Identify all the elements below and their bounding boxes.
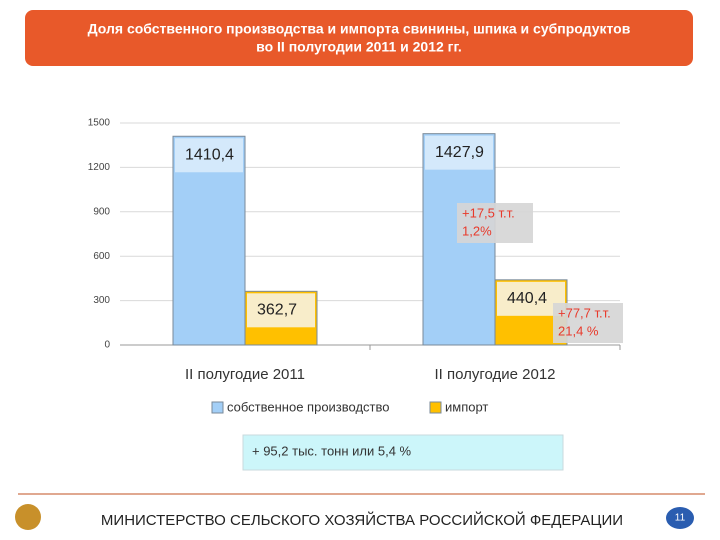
value-label: 440,4 bbox=[507, 290, 547, 307]
title: Доля собственного производства и импорта… bbox=[88, 21, 631, 37]
annotation: +17,5 т.т. bbox=[462, 205, 515, 220]
value-label-box bbox=[175, 138, 243, 173]
annotation: 21,4 % bbox=[558, 323, 599, 338]
annotation-box bbox=[553, 303, 623, 343]
value-label-box bbox=[247, 293, 315, 328]
y-tick-label: 1200 bbox=[88, 162, 111, 173]
value-label: 362,7 bbox=[257, 302, 297, 319]
chart: 0 300 600 900 1200 1500 II полугодие 2011 1410,… bbox=[88, 118, 623, 414]
value-label: 1427,9 bbox=[435, 144, 484, 161]
page-number: 11 bbox=[675, 513, 686, 524]
summary: + 95,2 тыс. тонн или 5,4 % bbox=[252, 443, 412, 458]
x-tick-label: II полугодие 2012 bbox=[434, 366, 555, 383]
annotation: +77,7 т.т. bbox=[558, 305, 611, 320]
legend-swatch bbox=[211, 401, 224, 414]
x-tick-label: II полугодие 2011 bbox=[185, 366, 305, 383]
legend-label: собственное производство bbox=[227, 399, 390, 414]
y-tick-label: 900 bbox=[93, 206, 110, 217]
y-tick-label: 1500 bbox=[88, 118, 111, 129]
title: во II полугодии 2011 и 2012 гг. bbox=[256, 39, 462, 55]
value-label-box bbox=[425, 135, 493, 170]
logo bbox=[15, 504, 41, 530]
summary-box bbox=[242, 434, 564, 471]
legend-label: импорт bbox=[445, 399, 488, 414]
legend-swatch bbox=[429, 401, 442, 414]
value-label: 1410,4 bbox=[185, 146, 234, 163]
footer-text: МИНИСТЕРСТВО СЕЛЬСКОГО ХОЗЯЙСТВА РОССИЙС… bbox=[101, 511, 623, 529]
y-tick-label: 300 bbox=[93, 295, 110, 306]
page-badge bbox=[666, 507, 694, 529]
annotation: 1,2% bbox=[462, 223, 492, 238]
title-bar bbox=[25, 10, 693, 66]
annotation-box bbox=[457, 203, 533, 243]
y-tick-label: 600 bbox=[93, 251, 110, 262]
y-tick-label: 0 bbox=[104, 340, 110, 351]
